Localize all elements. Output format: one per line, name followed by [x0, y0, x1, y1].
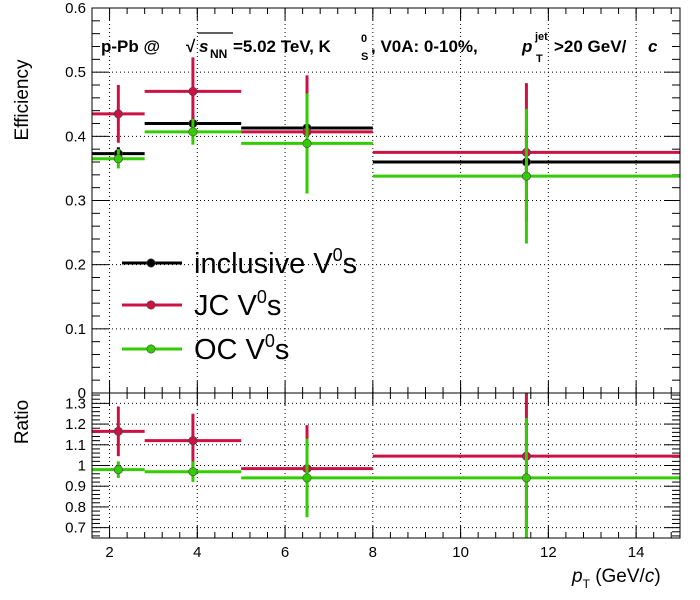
svg-text:c: c: [648, 37, 658, 56]
series-oc-point: [113, 154, 123, 164]
series-jc-point: [188, 86, 198, 96]
series-jc-point: [188, 436, 198, 446]
series-oc-point: [521, 473, 531, 483]
y-tick-label: 0.9: [65, 478, 86, 495]
efficiency-panel: 0 0.1 0.2 0.3 0.4 0.5 0.6: [65, 0, 681, 402]
svg-text:S: S: [361, 51, 368, 63]
svg-text:T: T: [536, 53, 543, 65]
series-oc-point: [302, 473, 312, 483]
series-jc-point: [113, 426, 123, 436]
bottom-ylabel: Ratio: [12, 400, 33, 444]
svg-text:p: p: [521, 37, 532, 56]
chart-title: p-Pb @ √ s NN =5.02 TeV, K 0 S , V0A: 0-…: [101, 31, 658, 65]
y-tick-label: 1: [78, 458, 86, 475]
svg-text:0: 0: [361, 33, 367, 45]
title-energy: =5.02 TeV, K: [233, 37, 332, 56]
legend-tail-oc: s: [275, 334, 290, 366]
title-s: s: [199, 37, 208, 56]
x-tick-label: 2: [105, 544, 113, 561]
top-data-marks: [92, 57, 680, 244]
title-system: p-Pb @: [101, 37, 160, 56]
bottom-ticks: 0.7 0.8 0.9 1 1.1 1.2 1.3 2 4 6 8 10 12 14: [65, 393, 680, 561]
svg-text:OC V0s: OC V0s: [194, 331, 289, 366]
title-c: c: [648, 37, 658, 56]
svg-text:>20 GeV/: >20 GeV/: [554, 37, 627, 56]
legend: inclusive V0s JC V0s OC V0s: [122, 245, 357, 366]
bottom-data-marks: [92, 393, 680, 538]
title-nn: NN: [210, 47, 227, 61]
series-oc-point: [113, 465, 123, 475]
x-tick-label: 8: [369, 544, 377, 561]
top-ticks: 0 0.1 0.2 0.3 0.4 0.5 0.6: [65, 0, 680, 402]
legend-label-oc: OC V: [194, 334, 266, 366]
y-tick-label: 0: [78, 385, 86, 402]
x-tick-label: 6: [281, 544, 289, 561]
bottom-grid: [92, 393, 680, 538]
y-tick-label: 0.3: [65, 193, 86, 210]
svg-text:jet: jet: [534, 31, 548, 43]
svg-text:JC V0s: JC V0s: [194, 287, 281, 322]
title-k-sup: 0: [361, 33, 367, 45]
y-tick-label: 1.1: [65, 437, 86, 454]
top-grid: [92, 7, 680, 394]
svg-text:NN: NN: [210, 47, 227, 61]
svg-text:s: s: [199, 37, 208, 56]
x-tick-label: 14: [628, 544, 645, 561]
svg-text:√: √: [186, 37, 196, 56]
series-oc-point: [302, 138, 312, 148]
series-oc-point: [521, 171, 531, 181]
xlabel-open: (GeV/: [590, 566, 646, 587]
x-axis-title: pT (GeV/c): [571, 566, 661, 591]
title-rest: , V0A: 0-10%,: [371, 37, 478, 56]
series-oc-point: [188, 467, 198, 477]
x-tick-label: 10: [452, 544, 469, 561]
legend-sup-oc: 0: [265, 331, 275, 351]
xlabel-sub: T: [583, 577, 591, 591]
xlabel-p: p: [571, 566, 583, 587]
xlabel-c: c: [645, 566, 655, 587]
x-tick-label: 12: [540, 544, 557, 561]
svg-text:, V0A: 0-10%,: , V0A: 0-10%,: [371, 37, 478, 56]
legend-sup-inclusive: 0: [333, 245, 343, 265]
y-tick-label: 0.4: [65, 128, 86, 145]
y-tick-label: 1.2: [65, 416, 86, 433]
legend-sup-jc: 0: [257, 287, 267, 307]
svg-text:p-Pb @: p-Pb @: [101, 37, 160, 56]
bottom-frame: [91, 392, 681, 539]
y-tick-label: 0.7: [65, 520, 86, 537]
ratio-panel: 0.7 0.8 0.9 1 1.1 1.2 1.3 2 4 6 8 10 12 14: [65, 392, 681, 561]
legend-tail-inclusive: s: [343, 248, 358, 280]
y-tick-label: 0.1: [65, 321, 86, 338]
top-ylabel: Efficiency: [12, 59, 33, 140]
legend-entry-oc: OC V0s: [122, 331, 289, 366]
legend-label-inclusive: inclusive V: [194, 248, 333, 280]
x-tick-label: 4: [193, 544, 201, 561]
series-oc-point: [188, 127, 198, 137]
legend-entry-inclusive: inclusive V0s: [122, 245, 357, 280]
y-tick-label: 0.5: [65, 64, 86, 81]
legend-tail-jc: s: [267, 290, 282, 322]
y-tick-label: 0.6: [65, 0, 86, 17]
title-sqrt: √: [186, 37, 196, 56]
legend-label-jc: JC V: [194, 290, 258, 322]
xlabel-close: ): [654, 566, 660, 587]
y-tick-label: 0.8: [65, 499, 86, 516]
title-pt: p: [521, 37, 532, 56]
title-k-sub: S: [361, 51, 368, 63]
y-tick-label: 1.3: [65, 395, 86, 412]
title-pt-sup: jet: [534, 31, 548, 43]
title-cut: >20 GeV/: [554, 37, 627, 56]
y-tick-label: 0.2: [65, 257, 86, 274]
svg-text:inclusive V0s: inclusive V0s: [194, 245, 357, 280]
svg-text:=5.02 TeV, K: =5.02 TeV, K: [233, 37, 332, 56]
legend-entry-jc: JC V0s: [122, 287, 281, 322]
series-jc-point: [113, 109, 123, 119]
title-pt-sub: T: [536, 53, 543, 65]
